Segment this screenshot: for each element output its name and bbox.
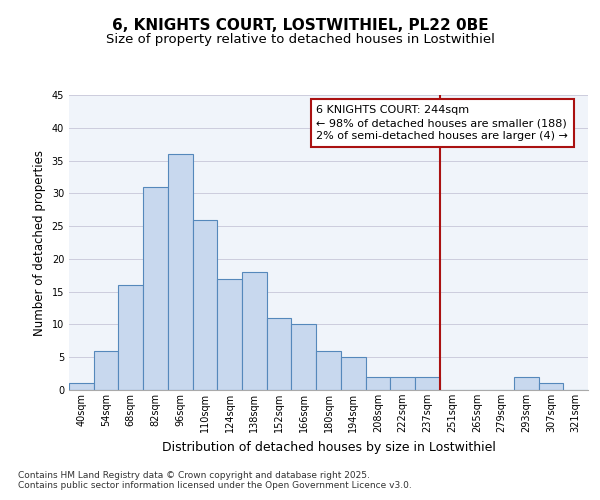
Bar — [94, 350, 118, 390]
Text: 6 KNIGHTS COURT: 244sqm
← 98% of detached houses are smaller (188)
2% of semi-de: 6 KNIGHTS COURT: 244sqm ← 98% of detache… — [316, 105, 568, 141]
Bar — [242, 272, 267, 390]
Bar — [539, 384, 563, 390]
X-axis label: Distribution of detached houses by size in Lostwithiel: Distribution of detached houses by size … — [161, 440, 496, 454]
Y-axis label: Number of detached properties: Number of detached properties — [33, 150, 46, 336]
Bar — [168, 154, 193, 390]
Bar — [69, 384, 94, 390]
Text: 6, KNIGHTS COURT, LOSTWITHIEL, PL22 0BE: 6, KNIGHTS COURT, LOSTWITHIEL, PL22 0BE — [112, 18, 488, 32]
Bar — [267, 318, 292, 390]
Bar — [316, 350, 341, 390]
Bar — [143, 187, 168, 390]
Bar — [292, 324, 316, 390]
Bar — [193, 220, 217, 390]
Bar — [365, 377, 390, 390]
Text: Contains HM Land Registry data © Crown copyright and database right 2025.
Contai: Contains HM Land Registry data © Crown c… — [18, 470, 412, 490]
Text: Size of property relative to detached houses in Lostwithiel: Size of property relative to detached ho… — [106, 32, 494, 46]
Bar — [415, 377, 440, 390]
Bar — [118, 285, 143, 390]
Bar — [514, 377, 539, 390]
Bar — [341, 357, 365, 390]
Bar — [217, 278, 242, 390]
Bar — [390, 377, 415, 390]
